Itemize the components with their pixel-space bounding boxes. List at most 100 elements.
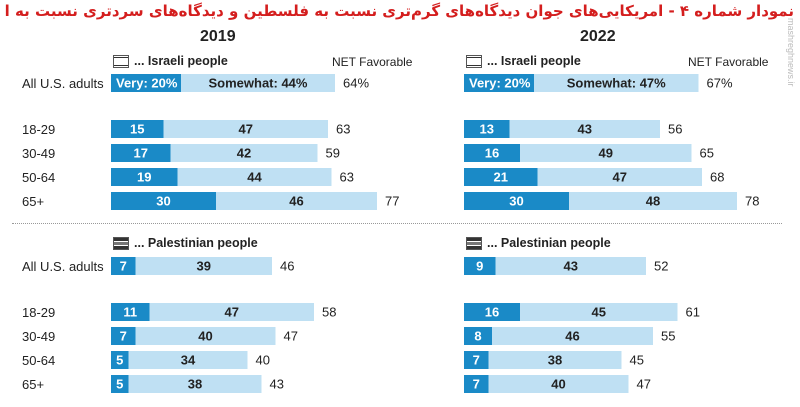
bar-somewhat-2019-50-64 (128, 351, 248, 369)
label-very: 16 (485, 146, 499, 161)
label-somewhat: 43 (578, 122, 592, 137)
bar-somewhat-2022-30-49 (520, 144, 692, 162)
row-label-all-adults: All U.S. adults (22, 76, 104, 91)
label-very: Very: 20% (469, 76, 531, 91)
bar-somewhat-2022-50-64 (537, 168, 702, 186)
label-net: 65 (700, 146, 714, 161)
bar-somewhat-2019-30-49 (170, 144, 318, 162)
label-somewhat: 45 (592, 305, 606, 320)
bar-somewhat-2022-all-u-s-adults (495, 257, 646, 275)
bar-somewhat-2022-65 (488, 375, 629, 393)
row-label-50-64: 50-64 (22, 353, 56, 368)
label-somewhat: 49 (599, 146, 613, 161)
row-label-65-plus: 65+ (22, 194, 45, 209)
label-very: 30 (509, 194, 523, 209)
label-somewhat: 47 (239, 122, 253, 137)
bar-somewhat-2019-all-u-s-adults (181, 74, 335, 92)
label-somewhat: 46 (565, 329, 579, 344)
group-label-palestinian-2022: ... Palestinian people (487, 236, 611, 250)
bar-very-2022-all-u-s-adults (464, 257, 496, 275)
label-somewhat: 38 (548, 353, 562, 368)
bar-very-2022-65 (464, 192, 569, 210)
bar-very-2022-50-64 (464, 168, 538, 186)
bar-very-2019-18-29 (111, 120, 164, 138)
label-very: 9 (476, 259, 483, 274)
label-net: 77 (385, 194, 399, 209)
label-very: 13 (480, 122, 494, 137)
label-somewhat: 44 (247, 170, 262, 185)
bar-very-2019-50-64 (111, 351, 129, 369)
label-net: 63 (336, 122, 350, 137)
label-net: 56 (668, 122, 682, 137)
label-net: 45 (630, 353, 644, 368)
label-very: 5 (116, 353, 123, 368)
bar-very-2019-30-49 (111, 144, 171, 162)
label-net: 64% (343, 76, 369, 91)
bar-very-2019-65 (111, 375, 129, 393)
bar-very-2022-18-29 (464, 303, 520, 321)
net-favorable-header-2019: NET Favorable (332, 55, 413, 69)
bar-somewhat-2022-18-29 (520, 303, 678, 321)
label-somewhat: 39 (197, 259, 211, 274)
label-somewhat: Somewhat: 47% (567, 76, 666, 91)
bar-very-2019-50-64 (111, 168, 178, 186)
label-somewhat: 47 (225, 305, 239, 320)
label-net: 78 (745, 194, 759, 209)
label-net: 55 (661, 329, 675, 344)
year-label-2022: 2022 (580, 28, 616, 45)
label-very: 7 (120, 259, 127, 274)
label-very: 15 (130, 122, 144, 137)
label-somewhat: 40 (198, 329, 212, 344)
bar-somewhat-2019-18-29 (149, 303, 314, 321)
section-divider (12, 223, 782, 224)
label-net: 46 (280, 259, 294, 274)
label-very: 8 (474, 329, 481, 344)
group-label-israeli-2022: ... Israeli people (487, 54, 581, 68)
palestine-flag-icon (466, 237, 482, 250)
bar-somewhat-2022-all-u-s-adults (534, 74, 699, 92)
label-somewhat: 42 (237, 146, 251, 161)
row-label-30-49: 30-49 (22, 329, 56, 344)
bar-very-2022-all-u-s-adults (464, 74, 534, 92)
chart-title: نمودار شماره ۴ - امریکایی‌های جوان دیدگا… (4, 2, 794, 20)
bar-very-2019-all-u-s-adults (111, 74, 181, 92)
label-somewhat: 46 (289, 194, 303, 209)
bar-very-2019-18-29 (111, 303, 150, 321)
label-net: 43 (270, 377, 284, 392)
label-somewhat: 48 (646, 194, 660, 209)
label-somewhat: 47 (613, 170, 627, 185)
label-somewhat: Somewhat: 44% (209, 76, 308, 91)
label-net: 52 (654, 259, 668, 274)
israel-flag-icon (113, 55, 129, 68)
net-favorable-header-2022: NET Favorable (688, 55, 769, 69)
bar-somewhat-2019-65 (128, 375, 262, 393)
label-somewhat: 34 (181, 353, 196, 368)
bar-somewhat-2019-65 (216, 192, 377, 210)
bar-very-2019-30-49 (111, 327, 136, 345)
row-label-18-29: 18-29 (22, 122, 56, 137)
label-somewhat: 43 (564, 259, 578, 274)
label-net: 63 (340, 170, 354, 185)
label-very: 11 (123, 305, 137, 320)
label-very: 7 (120, 329, 127, 344)
row-label-50-64: 50-64 (22, 170, 56, 185)
palestine-flag-icon (113, 237, 129, 250)
label-very: Very: 20% (116, 76, 178, 91)
bar-very-2022-18-29 (464, 120, 510, 138)
bar-somewhat-2022-50-64 (488, 351, 622, 369)
bar-very-2022-65 (464, 375, 489, 393)
label-very: 17 (134, 146, 148, 161)
bar-somewhat-2019-18-29 (163, 120, 328, 138)
watermark: mashreghnews.ir (786, 18, 796, 87)
label-very: 7 (473, 353, 480, 368)
label-net: 67% (707, 76, 733, 91)
row-label-all-adults: All U.S. adults (22, 259, 104, 274)
label-very: 5 (116, 377, 123, 392)
row-label-30-49: 30-49 (22, 146, 56, 161)
label-very: 21 (494, 170, 508, 185)
label-very: 16 (485, 305, 499, 320)
bar-very-2022-30-49 (464, 144, 520, 162)
bar-somewhat-2019-all-u-s-adults (135, 257, 272, 275)
label-somewhat: 38 (188, 377, 202, 392)
